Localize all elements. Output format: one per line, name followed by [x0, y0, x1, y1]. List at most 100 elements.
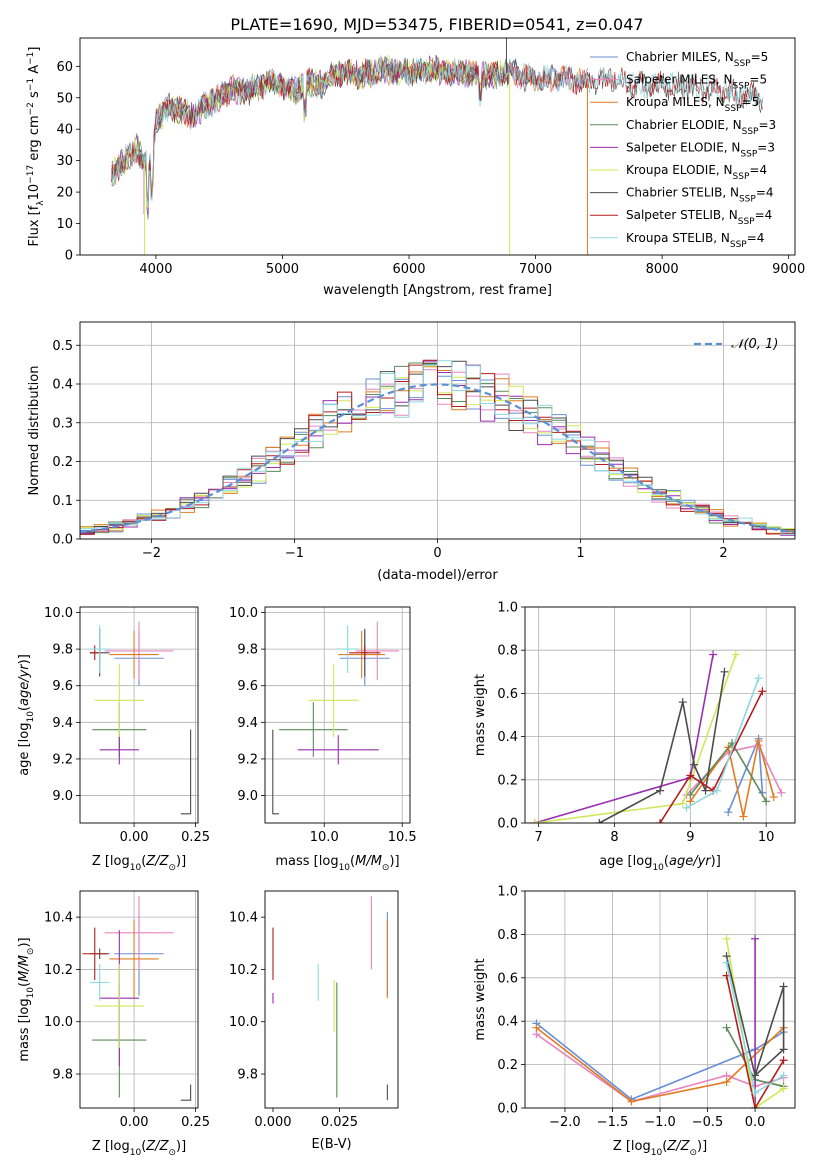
x-tick-label: −1.5 [597, 1115, 629, 1130]
x-tick-label: 7000 [519, 262, 552, 277]
y-tick-label: 9.4 [237, 716, 258, 731]
legend-label: Chabrier ELODIE, NSSP=3 [626, 118, 776, 137]
y-tick-label: 0.0 [497, 817, 518, 832]
weight-marker [678, 698, 687, 707]
axes-frame [524, 606, 796, 824]
weight-marker [530, 819, 539, 823]
hist-lines [80, 359, 795, 536]
weight-marker [678, 799, 687, 808]
y-tick-label: 9.6 [52, 679, 73, 694]
y-tick-label: 10.2 [44, 963, 73, 978]
y-axis-label: Flux [fλ10−17 erg cm−2 s−1 A−1] [26, 47, 46, 247]
y-tick-label: 0.3 [52, 416, 73, 431]
y-tick-label: 0.6 [497, 687, 518, 702]
y-axis-label: mass weight [473, 674, 488, 756]
x-tick-label: 0.00 [120, 830, 149, 845]
axes-frame [79, 37, 796, 256]
weight-marker [739, 812, 748, 821]
spectrum-lines [111, 38, 763, 255]
weight-marker [686, 790, 695, 799]
weight-line [725, 975, 785, 1108]
weight-marker [627, 1097, 636, 1106]
weight-marker [722, 1023, 731, 1032]
y-tick-label: 9.8 [237, 643, 258, 658]
weight-marker [682, 803, 691, 812]
weight-marker [769, 793, 778, 802]
weight-marker [777, 788, 786, 797]
y-tick-label: 40 [56, 123, 73, 138]
y-tick-label: 1.0 [497, 601, 518, 616]
y-tick-label: 9.8 [237, 1068, 258, 1083]
weight-lines [530, 650, 786, 823]
y-tick-label: 9.0 [52, 789, 73, 804]
panel-mass-vs-Z: 0.00 0.25 9.8 10.0 10.2 10.4 Z [log10(Z/Z⊙)] ma… [17, 890, 210, 1158]
x-tick-label: 8000 [646, 262, 679, 277]
y-tick-label: 0.4 [52, 378, 73, 393]
y-tick-label: 9.8 [52, 1068, 73, 1083]
errorbars [89, 621, 192, 815]
panel-age-vs-mass: 10.0 10.5 9.0 9.2 9.4 9.6 9.8 10.0 mass [log10(M… [229, 606, 417, 873]
x-tick-label: 5000 [266, 262, 299, 277]
x-axis-label: Z [log10(Z/Z⊙)] [613, 1139, 707, 1158]
legend-label: Salpeter ELODIE, NSSP=3 [626, 140, 775, 159]
weight-marker [754, 736, 763, 745]
y-tick-label: 0 [65, 249, 73, 264]
x-axis-label: Z [log10(Z/Z⊙)] [92, 1139, 186, 1158]
x-axis-label: (data-model)/error [377, 568, 498, 583]
x-tick-label: 0.00 [120, 1115, 149, 1130]
weight-marker [751, 1088, 760, 1097]
y-axis-label: mass weight [473, 958, 488, 1040]
weight-marker [724, 808, 733, 817]
x-tick-label: 0.025 [321, 1115, 358, 1130]
figure-title: PLATE=1690, MJD=53475, FIBERID=0541, z=0… [230, 15, 643, 34]
weight-marker [731, 650, 740, 659]
weight-marker [656, 786, 664, 795]
weight-marker [758, 687, 767, 696]
weight-marker [701, 786, 710, 795]
weight-marker [779, 1084, 788, 1093]
x-tick-label: 9 [686, 830, 694, 845]
y-tick-label: 10 [56, 217, 73, 232]
y-tick-label: 50 [56, 91, 73, 106]
x-axis-label: wavelength [Angstrom, rest frame] [323, 283, 552, 298]
y-tick-label: 9.6 [237, 679, 258, 694]
weight-marker [712, 786, 721, 795]
spectrum-line [111, 54, 510, 208]
y-tick-label: 0.2 [52, 455, 73, 470]
y-tick-label: 10.0 [44, 1015, 73, 1030]
y-tick-label: 0.8 [497, 928, 518, 943]
weight-marker [762, 797, 771, 806]
y-tick-label: 0.8 [497, 644, 518, 659]
weight-marker [722, 958, 731, 967]
x-axis-label: Z [log10(Z/Z⊙)] [92, 854, 186, 873]
panel-mass-vs-ebv: 0.000 0.025 9.8 10.0 10.2 10.4 E(B-V) [229, 890, 399, 1152]
corner-marker [272, 729, 280, 815]
axes-frame [79, 321, 796, 540]
x-tick-label: 0.000 [254, 1115, 291, 1130]
axes-frame [264, 890, 399, 1109]
axes-frame [79, 606, 199, 824]
y-tick-label: 9.2 [52, 752, 73, 767]
gaussian-curve [80, 383, 795, 534]
hist-step [80, 359, 795, 535]
weight-marker [720, 667, 729, 676]
weight-marker [709, 650, 718, 659]
y-tick-label: 10.0 [229, 606, 258, 621]
panel-residuals: −2 −1 0 1 2 0.0 0.1 0.2 0.3 0.4 0.5 𝒩(0, 1) (data-mo… [27, 321, 796, 583]
weight-marker [532, 1023, 541, 1032]
y-tick-label: 9.2 [237, 752, 258, 767]
weight-marker [754, 674, 763, 683]
legend-label: 𝒩(0, 1) [731, 337, 778, 352]
y-tick-label: 0.2 [497, 1058, 518, 1073]
y-tick-label: 9.0 [237, 789, 258, 804]
weight-marker [751, 1104, 760, 1108]
legend-label: Kroupa MILES, NSSP=5 [626, 95, 759, 114]
y-tick-label: 0.0 [497, 1102, 518, 1117]
x-tick-label: 10.5 [388, 830, 417, 845]
y-tick-label: 10.0 [44, 606, 73, 621]
x-tick-label: 10 [758, 830, 775, 845]
x-tick-label: 7 [535, 830, 543, 845]
x-tick-label: 2 [719, 546, 727, 561]
weight-marker [686, 771, 695, 780]
axes-frame [79, 890, 199, 1109]
